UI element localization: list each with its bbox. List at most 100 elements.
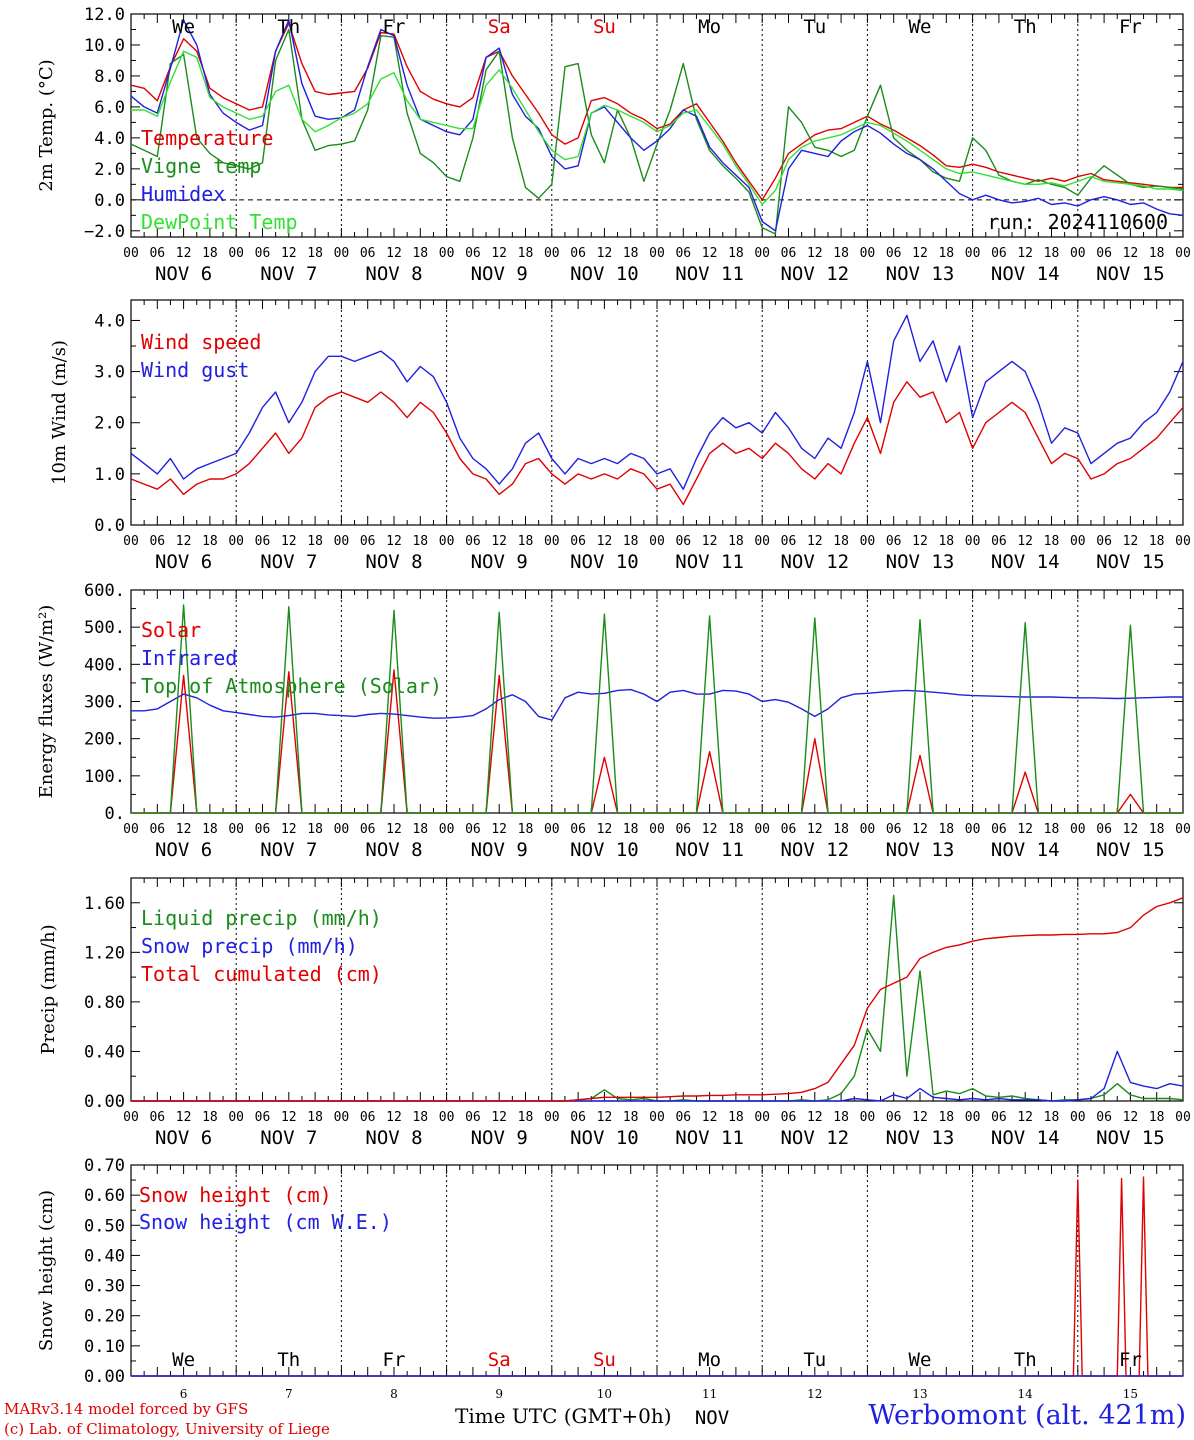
y-tick-label: 12.0: [84, 5, 125, 25]
hour-tick-label: 12: [491, 1110, 507, 1125]
hour-tick-label: 00: [860, 1110, 876, 1125]
hour-tick-label: 06: [886, 822, 902, 837]
hour-tick-label: 12: [281, 822, 297, 837]
legend-entry: Solar: [141, 618, 201, 642]
day-label: NOV 10: [570, 1127, 639, 1149]
hour-tick-label: 12: [702, 1110, 718, 1125]
weekday-label: Mo: [698, 1349, 721, 1371]
weekday-label: Th: [277, 16, 300, 38]
hour-tick-label: 06: [1096, 534, 1112, 549]
hour-tick-label: 12: [807, 534, 823, 549]
hour-tick-label: 06: [570, 246, 586, 261]
hour-tick-label: 00: [439, 822, 455, 837]
weekday-label: Fr: [1119, 1349, 1142, 1371]
hour-tick-label: 06: [886, 534, 902, 549]
day-label: NOV 12: [780, 263, 849, 285]
hour-tick-label: 18: [202, 1110, 218, 1125]
hour-tick-label: 18: [833, 1110, 849, 1125]
series-line: [130, 28, 1184, 235]
legend-entry: DewPoint Temp: [141, 210, 298, 234]
hour-tick-label: 00: [754, 246, 770, 261]
hour-tick-label: 06: [991, 534, 1007, 549]
day-label: NOV 6: [155, 1127, 212, 1149]
y-tick-label: 6.0: [94, 98, 125, 118]
hour-tick-label: 18: [728, 534, 744, 549]
hour-tick-label: 00: [228, 1110, 244, 1125]
hour-tick-label: 00: [334, 822, 350, 837]
model-credit-line2: (c) Lab. of Climatology, University of L…: [4, 1420, 330, 1438]
y-tick-label: 0.: [105, 804, 125, 824]
series-line: [130, 22, 1183, 201]
hour-tick-label: 18: [623, 1110, 639, 1125]
hour-tick-label: 12: [281, 246, 297, 261]
hour-tick-label: 12: [1123, 822, 1139, 837]
weekday-label: Su: [593, 16, 616, 38]
y-tick-label: 200.: [84, 730, 125, 750]
legend-entry: Snow height (cm): [139, 1183, 332, 1207]
hour-tick-label: 00: [228, 534, 244, 549]
hour-tick-label: 12: [597, 1110, 613, 1125]
hour-tick-label: 18: [833, 822, 849, 837]
hour-tick-label: 06: [149, 246, 165, 261]
hour-tick-label: 06: [991, 1110, 1007, 1125]
hour-tick-label: 12: [807, 246, 823, 261]
weekday-label: We: [172, 1349, 195, 1371]
hour-tick-label: 06: [255, 822, 271, 837]
hour-tick-label: 18: [202, 822, 218, 837]
y-axis-label: Snow height (cm): [36, 1190, 57, 1351]
day-label: NOV 7: [260, 263, 317, 285]
hour-tick-label: 18: [518, 1110, 534, 1125]
y-tick-label: 0.00: [84, 1367, 125, 1387]
y-tick-label: 0.50: [84, 1216, 125, 1236]
series-line: [131, 604, 1183, 814]
day-label: NOV 6: [155, 263, 212, 285]
weekday-label: Fr: [383, 1349, 406, 1371]
hour-tick-label: 18: [833, 534, 849, 549]
hour-tick-label: 12: [386, 1110, 402, 1125]
run-annotation: run: 2024110600: [987, 210, 1168, 234]
hour-tick-label: 00: [1070, 822, 1086, 837]
day-label: NOV 10: [570, 839, 639, 861]
hour-tick-label: 18: [623, 534, 639, 549]
day-label: NOV 10: [570, 551, 639, 573]
series-line: [131, 1176, 1183, 1377]
hour-tick-label: 12: [597, 822, 613, 837]
hour-tick-label: 00: [1175, 246, 1191, 261]
bottom-day-number: 14: [1018, 1387, 1034, 1401]
hour-tick-label: 18: [518, 822, 534, 837]
hour-tick-label: 00: [544, 822, 560, 837]
legend-entry: Wind gust: [141, 358, 249, 382]
y-tick-label: 0.60: [84, 1186, 125, 1206]
hour-tick-label: 12: [1123, 1110, 1139, 1125]
weekday-label: Th: [1014, 1349, 1037, 1371]
hour-tick-label: 18: [202, 534, 218, 549]
y-tick-label: 3.0: [94, 363, 125, 383]
hour-tick-label: 18: [938, 534, 954, 549]
hour-tick-label: 00: [544, 534, 560, 549]
day-label: NOV 14: [991, 1127, 1060, 1149]
y-tick-label: −2.0: [84, 222, 125, 242]
hour-tick-label: 06: [465, 246, 481, 261]
day-label: NOV 8: [365, 839, 422, 861]
hour-tick-label: 06: [255, 1110, 271, 1125]
day-label: NOV 7: [260, 551, 317, 573]
hour-tick-label: 12: [386, 822, 402, 837]
day-label: NOV 6: [155, 839, 212, 861]
time-axis-label: Time UTC (GMT+0h): [455, 1404, 672, 1428]
hour-tick-label: 12: [1017, 822, 1033, 837]
legend-entry: Snow height (cm W.E.): [139, 1210, 392, 1234]
legend-entry: Wind speed: [141, 330, 261, 354]
hour-tick-label: 06: [781, 534, 797, 549]
hour-tick-label: 00: [1175, 822, 1191, 837]
hour-tick-label: 06: [675, 246, 691, 261]
day-label: NOV 8: [365, 263, 422, 285]
hour-tick-label: 18: [938, 246, 954, 261]
hour-tick-label: 12: [912, 1110, 928, 1125]
day-label: NOV 10: [570, 263, 639, 285]
hour-tick-label: 06: [675, 534, 691, 549]
hour-tick-label: 18: [412, 1110, 428, 1125]
hour-tick-label: 12: [807, 1110, 823, 1125]
day-label: NOV 9: [471, 839, 528, 861]
model-credit-line1: MARv3.14 model forced by GFS: [4, 1400, 249, 1418]
hour-tick-label: 00: [544, 1110, 560, 1125]
